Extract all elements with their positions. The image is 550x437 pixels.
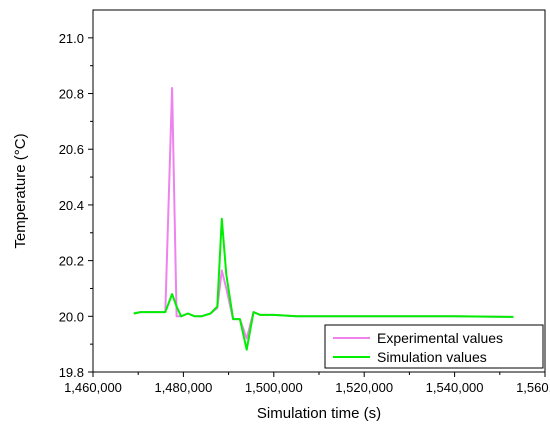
legend-label: Experimental values [377, 330, 503, 346]
x-tick-label: 1,480,000 [154, 380, 212, 395]
y-tick-label: 21.0 [59, 31, 84, 46]
x-tick-label: 1,500,000 [245, 380, 303, 395]
x-tick-label: 1,560,000 [516, 380, 550, 395]
y-tick-label: 20.6 [59, 142, 84, 157]
y-tick-label: 20.0 [59, 309, 84, 324]
y-axis-label: Temperature (°C) [12, 133, 29, 248]
y-axis: 19.8 20.0 20.2 20.4 20.6 20.8 21.0 [59, 31, 93, 380]
x-tick-label: 1,520,000 [335, 380, 393, 395]
x-tick-label: 1,460,000 [64, 380, 122, 395]
y-tick-label: 19.8 [59, 365, 84, 380]
x-tick-label: 1,540,000 [426, 380, 484, 395]
legend-box [324, 324, 544, 369]
legend: Experimental values Simulation values [324, 324, 544, 369]
y-tick-label: 20.4 [59, 198, 84, 213]
y-tick-label: 20.2 [59, 254, 84, 269]
x-axis-label: Simulation time (s) [257, 405, 381, 422]
series-line-2 [133, 217, 514, 351]
series-layer [133, 87, 514, 351]
legend-label: Simulation values [377, 349, 487, 365]
y-tick-label: 20.8 [59, 87, 84, 102]
x-axis: 1,460,000 1,480,000 1,500,000 1,520,000 1,54… [64, 372, 550, 395]
